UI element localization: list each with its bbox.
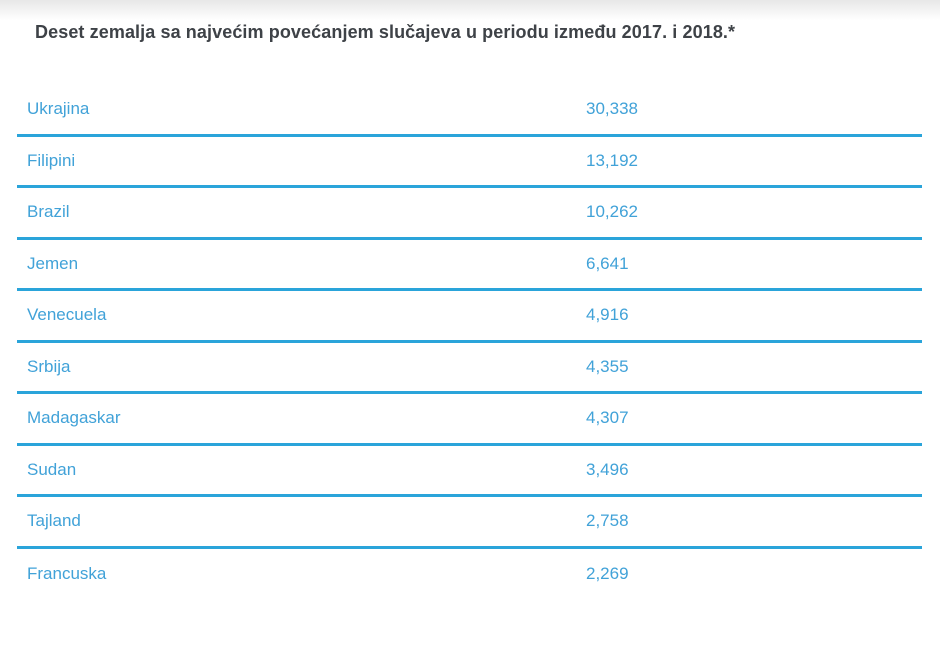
value-label: 3,496 [586, 459, 629, 479]
table-row: Venecuela 4,916 [17, 291, 922, 343]
chart-title: Deset zemalja sa najvećim povećanjem slu… [35, 22, 736, 42]
country-label: Filipini [27, 150, 76, 170]
value-label: 4,307 [586, 408, 629, 428]
country-label: Tajland [27, 511, 81, 531]
value-label: 10,262 [586, 202, 638, 222]
country-label: Madagaskar [27, 408, 121, 428]
table-row: Madagaskar 4,307 [17, 394, 922, 446]
table-row: Srbija 4,355 [17, 343, 922, 394]
table-row: Jemen 6,641 [17, 240, 922, 291]
value-label: 4,355 [586, 356, 629, 376]
table-row: Sudan 3,496 [17, 446, 922, 497]
value-label: 6,641 [586, 253, 629, 273]
table-row: Filipini 13,192 [17, 137, 922, 188]
table-row: Brazil 10,262 [17, 188, 922, 240]
country-table: Ukrajina 30,338 Filipini 13,192 Brazil 10,262… [17, 85, 922, 600]
value-label: 2,758 [586, 511, 629, 531]
country-label: Ukrajina [27, 99, 90, 119]
country-label: Brazil [27, 202, 70, 222]
table-row: Francuska 2,269 [17, 549, 922, 601]
table-row: Tajland 2,758 [17, 497, 922, 549]
country-label: Francuska [27, 564, 107, 584]
country-label: Venecuela [27, 305, 107, 325]
country-label: Sudan [27, 459, 77, 479]
value-label: 13,192 [586, 150, 638, 170]
top-shadow-gradient [0, 0, 940, 20]
value-label: 4,916 [586, 305, 629, 325]
value-label: 30,338 [586, 99, 638, 119]
value-label: 2,269 [586, 564, 629, 584]
country-label: Srbija [27, 356, 71, 376]
table-row: Ukrajina 30,338 [17, 85, 922, 137]
country-label: Jemen [27, 253, 79, 273]
